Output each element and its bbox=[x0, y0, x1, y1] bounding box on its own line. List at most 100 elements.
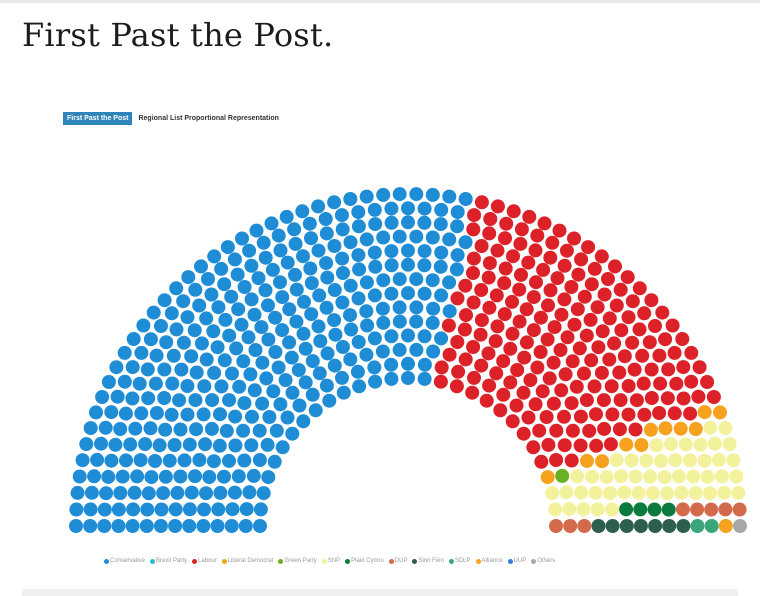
legend-item-labour[interactable]: Labour bbox=[192, 558, 217, 564]
seat-labour bbox=[676, 391, 691, 406]
seat-conservative bbox=[219, 423, 234, 438]
legend-label: Sinn Féin bbox=[418, 558, 444, 564]
seat-conservative bbox=[409, 187, 424, 202]
seat-conservative bbox=[417, 286, 432, 301]
seat-conservative bbox=[224, 519, 239, 533]
legend-item-green-party[interactable]: Green Party bbox=[278, 558, 317, 564]
seat-snp bbox=[588, 485, 603, 500]
tab-regional-list-pr[interactable]: Regional List Proportional Representatio… bbox=[134, 112, 283, 125]
legend-label: SNP bbox=[327, 558, 341, 564]
seat-dup bbox=[675, 502, 690, 517]
seat-labour bbox=[582, 423, 597, 438]
seat-conservative bbox=[266, 384, 281, 399]
seat-snp bbox=[729, 469, 744, 484]
seat-dup bbox=[549, 519, 563, 533]
legend-item-alliance[interactable]: Alliance bbox=[475, 558, 503, 564]
tab-first-past-the-post[interactable]: First Past the Post bbox=[63, 112, 133, 125]
seat-conservative bbox=[87, 469, 102, 484]
seat-conservative bbox=[275, 290, 290, 305]
seat-conservative bbox=[296, 249, 310, 264]
seat-conservative bbox=[237, 453, 252, 468]
seat-conservative bbox=[153, 519, 168, 533]
page-title: First Past the Post. bbox=[22, 16, 334, 54]
seat-conservative bbox=[213, 485, 228, 500]
legend-item-snp[interactable]: SNP bbox=[321, 558, 341, 564]
seat-conservative bbox=[222, 453, 236, 468]
seat-labour bbox=[532, 423, 547, 438]
seat-conservative bbox=[434, 288, 449, 303]
seat-snp bbox=[703, 420, 718, 435]
seat-others bbox=[733, 519, 747, 533]
legend-item-brexit-party[interactable]: Brexit Party bbox=[150, 558, 187, 564]
seat-conservative bbox=[206, 324, 221, 339]
seat-labour bbox=[451, 364, 466, 379]
seat-conservative bbox=[360, 318, 375, 333]
legend-item-sdlp[interactable]: SDLP bbox=[448, 558, 471, 564]
seat-conservative bbox=[268, 345, 283, 359]
seat-conservative bbox=[425, 315, 440, 330]
seat-conservative bbox=[167, 438, 182, 452]
seat-conservative bbox=[222, 328, 237, 343]
seat-snp bbox=[686, 469, 701, 484]
legend-item-uup[interactable]: UUP bbox=[507, 558, 526, 564]
seat-conservative bbox=[359, 232, 374, 247]
seat-labour bbox=[564, 453, 579, 468]
seat-conservative bbox=[253, 519, 267, 533]
seat-conservative bbox=[248, 343, 263, 357]
seat-conservative bbox=[125, 391, 140, 406]
legend-item-conservative[interactable]: Conservative bbox=[104, 558, 145, 564]
seat-labour bbox=[496, 354, 511, 369]
seat-labour bbox=[537, 216, 552, 231]
seat-conservative bbox=[319, 378, 334, 393]
seat-conservative bbox=[236, 423, 251, 438]
seat-sinn-f-in bbox=[605, 519, 620, 533]
legend-item-sinn-f-in[interactable]: Sinn Féin bbox=[412, 558, 444, 564]
seat-sinn-f-in bbox=[676, 519, 691, 533]
seat-conservative bbox=[133, 453, 148, 468]
seat-conservative bbox=[177, 453, 192, 468]
seat-labour bbox=[683, 406, 698, 421]
seat-liberal-democrat bbox=[713, 405, 727, 420]
seat-conservative bbox=[234, 317, 249, 332]
seat-conservative bbox=[425, 230, 440, 245]
seat-conservative bbox=[157, 391, 172, 405]
seat-conservative bbox=[285, 385, 300, 400]
seat-labour bbox=[676, 360, 691, 375]
seat-labour bbox=[489, 288, 504, 303]
seat-labour bbox=[684, 374, 699, 389]
seat-labour bbox=[516, 426, 531, 441]
seat-conservative bbox=[98, 420, 113, 435]
seat-labour bbox=[514, 267, 528, 282]
seat-dup bbox=[690, 502, 705, 517]
seat-conservative bbox=[156, 486, 171, 501]
legend-item-others[interactable]: Others bbox=[531, 558, 555, 564]
seat-snp bbox=[628, 469, 643, 484]
legend-label: Others bbox=[537, 558, 556, 564]
seat-conservative bbox=[319, 300, 334, 315]
seat-conservative bbox=[143, 332, 158, 347]
seat-labour bbox=[589, 438, 604, 453]
seat-conservative bbox=[189, 365, 204, 380]
seat-labour bbox=[573, 409, 588, 424]
legend-swatch-icon bbox=[448, 558, 454, 564]
seat-labour bbox=[510, 363, 525, 377]
seat-labour bbox=[466, 295, 481, 310]
seat-conservative bbox=[292, 398, 307, 413]
legend-item-plaid-cymru[interactable]: Plaid Cymru bbox=[345, 558, 384, 564]
seat-conservative bbox=[207, 249, 222, 264]
seat-snp bbox=[599, 470, 614, 484]
seat-conservative bbox=[351, 205, 366, 220]
seat-conservative bbox=[127, 485, 142, 500]
legend-item-dup[interactable]: DUP bbox=[388, 558, 407, 564]
seat-conservative bbox=[158, 469, 173, 484]
seat-labour bbox=[457, 322, 472, 337]
seat-conservative bbox=[302, 216, 317, 231]
legend-item-liberal-democrat[interactable]: Liberal Democrat bbox=[221, 558, 273, 564]
seat-conservative bbox=[375, 344, 390, 359]
seat-conservative bbox=[304, 276, 319, 291]
seat-conservative bbox=[206, 454, 221, 469]
seat-conservative bbox=[417, 357, 432, 372]
seat-labour bbox=[589, 407, 603, 422]
seat-labour bbox=[519, 302, 534, 317]
seat-labour bbox=[557, 438, 572, 453]
